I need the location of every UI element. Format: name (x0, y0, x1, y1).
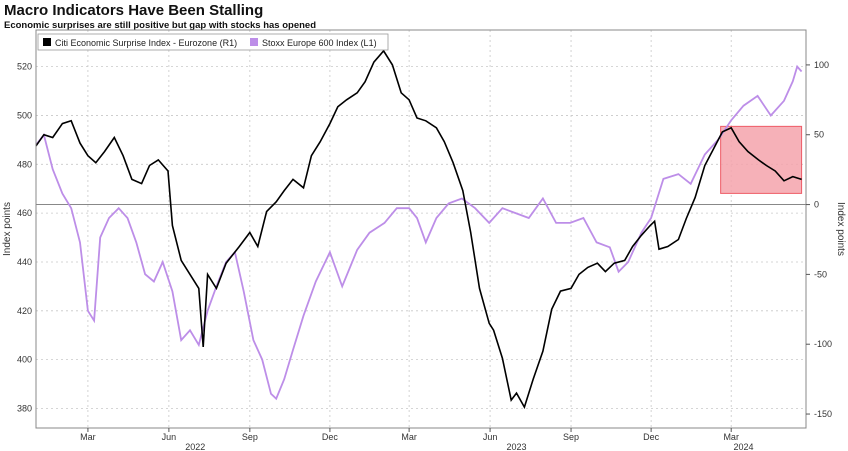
legend-swatch-citi (43, 38, 51, 46)
right-axis-ticks: -150 -100 -50 0 50 100 (806, 60, 832, 419)
stoxx-series-line (35, 64, 803, 401)
left-axis-label: Index points (2, 202, 13, 256)
x-year-label: 2022 (185, 442, 205, 451)
x-month-label: Dec (322, 432, 339, 442)
x-axis-ticks: Mar Jun Sep Dec Mar Jun Sep Dec Mar 2022 2023 2024 (80, 428, 754, 451)
right-tick-label: -50 (814, 269, 827, 279)
left-tick-label: 520 (17, 62, 32, 72)
citi-series-line (35, 49, 802, 410)
legend: Citi Economic Surprise Index - Eurozone … (37, 33, 389, 51)
right-tick-label: 100 (814, 60, 829, 70)
right-tick-label: 50 (814, 130, 824, 140)
right-tick-label: -100 (814, 339, 832, 349)
left-tick-label: 420 (17, 306, 32, 316)
chart-subtitle: Economic surprises are still positive bu… (4, 20, 316, 31)
right-tick-label: -150 (814, 409, 832, 419)
chart-title: Macro Indicators Have Been Stalling (4, 2, 264, 19)
legend-label-citi: Citi Economic Surprise Index - Eurozone … (55, 38, 237, 48)
x-month-label: Sep (563, 432, 579, 442)
x-year-label: 2023 (506, 442, 526, 451)
legend-swatch-stoxx (250, 38, 258, 46)
right-axis-label: Index points (835, 202, 846, 256)
legend-label-stoxx: Stoxx Europe 600 Index (L1) (262, 38, 377, 48)
left-tick-label: 460 (17, 208, 32, 218)
x-year-label: 2024 (734, 442, 754, 451)
left-axis-ticks: 380 400 420 440 460 480 500 520 (17, 62, 32, 414)
x-month-label: Sep (242, 432, 258, 442)
legend-box (37, 33, 389, 51)
left-tick-label: 440 (17, 257, 32, 267)
plot-frame (35, 29, 807, 429)
x-month-label: Jun (162, 432, 177, 442)
grid-layer (36, 30, 806, 428)
x-month-label: Jun (483, 432, 498, 442)
right-tick-label: 0 (814, 200, 819, 210)
left-tick-label: 500 (17, 110, 32, 120)
x-month-label: Mar (401, 432, 417, 442)
left-tick-label: 380 (17, 403, 32, 413)
x-month-label: Mar (80, 432, 96, 442)
left-tick-label: 400 (17, 355, 32, 365)
highlight-box (720, 125, 803, 194)
x-month-label: Mar (723, 432, 739, 442)
x-month-label: Dec (643, 432, 660, 442)
left-tick-label: 480 (17, 159, 32, 169)
